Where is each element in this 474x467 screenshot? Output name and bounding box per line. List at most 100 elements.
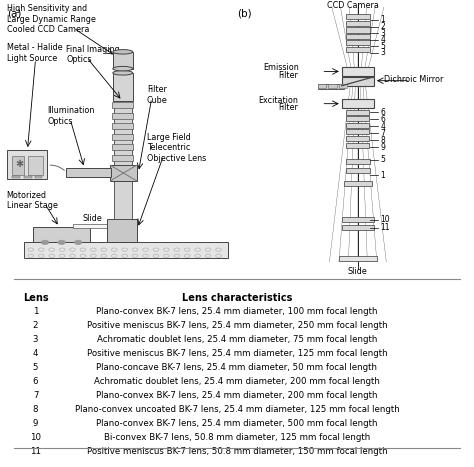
Text: Positive meniscus BK-7 lens, 50.8 mm diameter, 150 mm focal length: Positive meniscus BK-7 lens, 50.8 mm dia… bbox=[87, 447, 387, 456]
Bar bbox=[110, 165, 137, 181]
Text: CCD Camera: CCD Camera bbox=[327, 1, 379, 10]
Text: 7: 7 bbox=[381, 128, 385, 138]
Bar bbox=[342, 218, 374, 222]
Bar bbox=[346, 28, 370, 33]
Text: Illumination: Illumination bbox=[47, 106, 95, 115]
Bar bbox=[107, 219, 137, 242]
Text: 6: 6 bbox=[381, 107, 385, 117]
Bar bbox=[24, 242, 228, 258]
Text: 6: 6 bbox=[33, 377, 38, 386]
Bar bbox=[346, 169, 370, 173]
Text: Lens characteristics: Lens characteristics bbox=[182, 293, 292, 303]
Text: Linear Stage: Linear Stage bbox=[7, 201, 57, 211]
Bar bbox=[33, 227, 90, 242]
Bar bbox=[346, 143, 369, 148]
Bar bbox=[346, 21, 370, 26]
Bar bbox=[112, 134, 133, 140]
Text: 11: 11 bbox=[381, 223, 390, 232]
Text: 9: 9 bbox=[381, 142, 385, 152]
Bar bbox=[35, 176, 42, 178]
Ellipse shape bbox=[113, 71, 133, 75]
Text: 2: 2 bbox=[33, 321, 38, 330]
Text: 10: 10 bbox=[381, 215, 390, 225]
Text: Bi-convex BK-7 lens, 50.8 mm diameter, 125 mm focal length: Bi-convex BK-7 lens, 50.8 mm diameter, 1… bbox=[104, 433, 370, 442]
Text: 1: 1 bbox=[33, 307, 38, 316]
Bar bbox=[28, 156, 43, 175]
Bar bbox=[346, 123, 369, 128]
Bar bbox=[73, 224, 109, 227]
Circle shape bbox=[41, 240, 49, 245]
Text: Positive meniscus BK-7 lens, 25.4 mm diameter, 125 mm focal length: Positive meniscus BK-7 lens, 25.4 mm dia… bbox=[87, 349, 387, 358]
Text: Emission: Emission bbox=[263, 64, 299, 72]
Text: Telecentric: Telecentric bbox=[147, 143, 191, 152]
Ellipse shape bbox=[113, 66, 133, 71]
Bar bbox=[12, 176, 20, 178]
Text: Plano-convex uncoated BK-7 lens, 25.4 mm diameter, 125 mm focal length: Plano-convex uncoated BK-7 lens, 25.4 mm… bbox=[74, 405, 400, 414]
Text: 10: 10 bbox=[30, 433, 41, 442]
Text: 8: 8 bbox=[33, 405, 38, 414]
Bar bbox=[342, 99, 374, 108]
Bar bbox=[112, 144, 133, 150]
Text: Excitation: Excitation bbox=[259, 96, 299, 105]
Bar bbox=[112, 102, 133, 108]
Text: High Sensitivity and: High Sensitivity and bbox=[7, 4, 87, 13]
Text: 3: 3 bbox=[33, 335, 38, 344]
Circle shape bbox=[58, 240, 65, 245]
Text: Lens: Lens bbox=[23, 293, 48, 303]
Text: Achromatic doublet lens, 25.4 mm diameter, 75 mm focal length: Achromatic doublet lens, 25.4 mm diamete… bbox=[97, 335, 377, 344]
Bar bbox=[346, 129, 369, 134]
Text: Plano-convex BK-7 lens, 25.4 mm diameter, 500 mm focal length: Plano-convex BK-7 lens, 25.4 mm diameter… bbox=[96, 419, 378, 428]
Text: (a): (a) bbox=[7, 8, 21, 18]
Text: Dichroic Mirror: Dichroic Mirror bbox=[384, 75, 443, 85]
Text: 8: 8 bbox=[381, 135, 385, 145]
Bar bbox=[346, 47, 370, 52]
Bar bbox=[12, 156, 24, 175]
Text: 6: 6 bbox=[381, 114, 385, 124]
Bar bbox=[24, 176, 32, 178]
Bar bbox=[112, 113, 133, 119]
Polygon shape bbox=[107, 242, 137, 252]
Text: 3: 3 bbox=[381, 28, 385, 37]
Text: Optics: Optics bbox=[47, 117, 73, 126]
Bar bbox=[113, 52, 133, 69]
Text: Light Source: Light Source bbox=[7, 54, 57, 63]
Bar bbox=[339, 84, 347, 88]
Bar bbox=[113, 73, 133, 101]
Bar bbox=[318, 84, 326, 88]
Bar bbox=[346, 40, 370, 45]
Text: Final Imaging: Final Imaging bbox=[66, 45, 120, 54]
Text: 3: 3 bbox=[381, 48, 385, 57]
Bar bbox=[342, 67, 374, 76]
Text: Positive meniscus BK-7 lens, 25.4 mm diameter, 250 mm focal length: Positive meniscus BK-7 lens, 25.4 mm dia… bbox=[87, 321, 387, 330]
Text: Plano-convex BK-7 lens, 25.4 mm diameter, 100 mm focal length: Plano-convex BK-7 lens, 25.4 mm diameter… bbox=[96, 307, 378, 316]
Circle shape bbox=[74, 240, 82, 245]
Bar bbox=[328, 84, 337, 88]
Bar bbox=[346, 14, 370, 19]
Text: 11: 11 bbox=[30, 447, 41, 456]
Bar bbox=[344, 181, 372, 186]
Bar bbox=[112, 123, 133, 129]
Bar bbox=[346, 159, 370, 163]
Text: Filter: Filter bbox=[147, 85, 167, 94]
Bar bbox=[318, 84, 344, 89]
Bar bbox=[346, 116, 369, 121]
Text: Slide: Slide bbox=[348, 267, 368, 276]
Text: 4: 4 bbox=[33, 349, 38, 358]
Text: Large Dynamic Range: Large Dynamic Range bbox=[7, 14, 95, 23]
Text: Slide: Slide bbox=[83, 214, 103, 223]
Text: Optics: Optics bbox=[66, 55, 92, 64]
Text: Plano-convex BK-7 lens, 25.4 mm diameter, 200 mm focal length: Plano-convex BK-7 lens, 25.4 mm diameter… bbox=[96, 391, 378, 400]
Bar bbox=[342, 77, 374, 86]
Bar bbox=[112, 155, 133, 161]
Bar bbox=[346, 34, 370, 39]
Text: Plano-concave BK-7 lens, 25.4 mm diameter, 50 mm focal length: Plano-concave BK-7 lens, 25.4 mm diamete… bbox=[97, 363, 377, 372]
Text: Cube: Cube bbox=[147, 96, 168, 105]
Text: ✱: ✱ bbox=[15, 159, 23, 170]
Text: Achromatic doublet lens, 25.4 mm diameter, 200 mm focal length: Achromatic doublet lens, 25.4 mm diamete… bbox=[94, 377, 380, 386]
Text: Objective Lens: Objective Lens bbox=[147, 154, 206, 163]
Text: Filter: Filter bbox=[279, 71, 299, 79]
Bar bbox=[114, 78, 132, 219]
Text: (b): (b) bbox=[237, 8, 252, 18]
Text: 5: 5 bbox=[381, 42, 385, 51]
Text: 2: 2 bbox=[381, 22, 385, 31]
